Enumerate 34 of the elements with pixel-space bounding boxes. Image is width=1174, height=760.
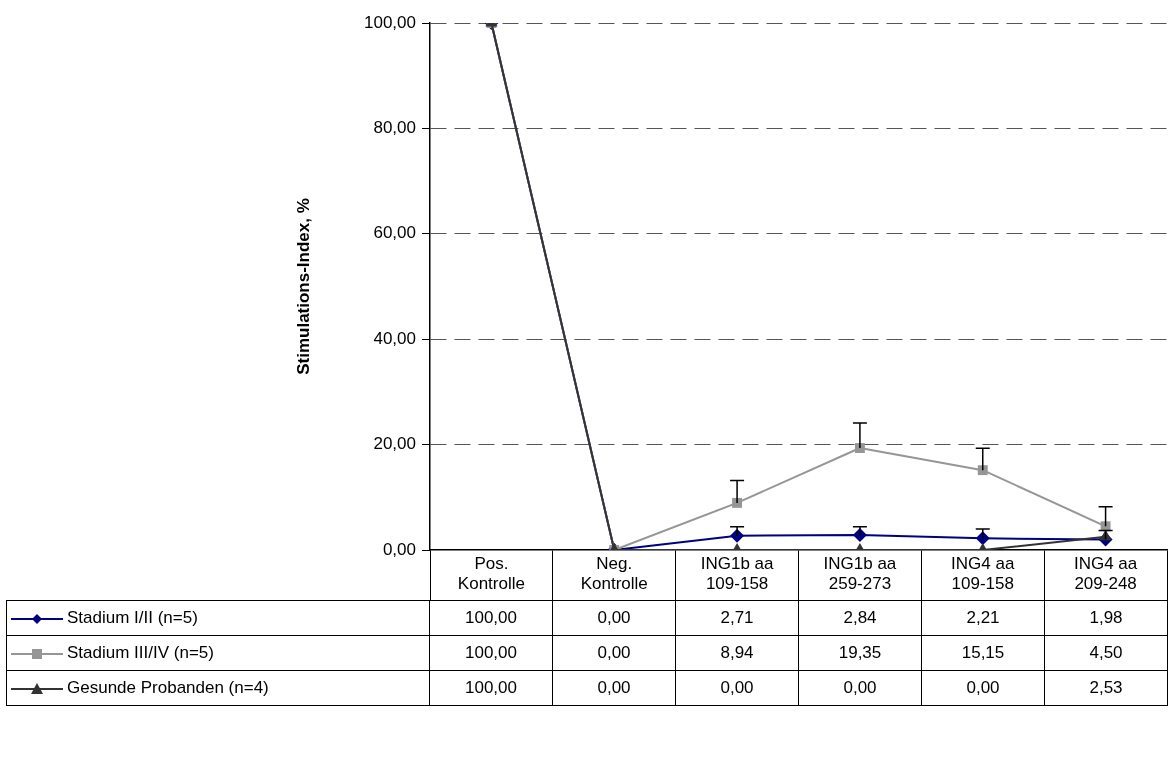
- data-label: 100,00: [429, 670, 553, 706]
- data-label: 0,00: [921, 670, 1045, 706]
- data-label: 15,15: [921, 635, 1045, 671]
- x-tick-label: Neg. Kontrolle: [580, 553, 648, 594]
- data-label: 2,84: [798, 600, 922, 636]
- data-label: 0,00: [552, 600, 676, 636]
- x-tick-label: Pos. Kontrolle: [457, 553, 525, 594]
- data-label: 100,00: [429, 635, 553, 671]
- data-label: 1,98: [1044, 600, 1168, 636]
- data-label: 8,94: [675, 635, 799, 671]
- data-label: 4,50: [1044, 635, 1168, 671]
- legend-label: Stadium I/II (n=5): [67, 608, 198, 627]
- y-tick-label: 40,00: [373, 328, 416, 348]
- y-tick-label: 80,00: [373, 118, 416, 138]
- y-axis-title: Stimulations-Index, %: [293, 198, 313, 375]
- y-tick-label: 100,00: [364, 12, 416, 32]
- x-tick-label: ING1b aa 259-273: [823, 553, 897, 594]
- data-label: 0,00: [798, 670, 922, 706]
- data-label: 2,21: [921, 600, 1045, 636]
- x-tick-label: ING1b aa 109-158: [700, 553, 775, 594]
- legend-label: Stadium III/IV (n=5): [67, 643, 214, 662]
- data-label: 2,53: [1044, 670, 1168, 706]
- y-tick-label: 0,00: [382, 539, 416, 559]
- data-label: 0,00: [552, 670, 676, 706]
- data-label: 0,00: [675, 670, 799, 706]
- y-tick-label: 60,00: [373, 223, 416, 243]
- data-label: 100,00: [429, 600, 553, 636]
- data-label: 0,00: [552, 635, 676, 671]
- data-label: 2,71: [675, 600, 799, 636]
- legend-label: Gesunde Probanden (n=4): [67, 678, 269, 697]
- x-tick-label: ING4 aa 209-248: [1073, 553, 1138, 594]
- data-label: 19,35: [798, 635, 922, 671]
- x-tick-label: ING4 aa 109-158: [951, 553, 1015, 594]
- y-tick-label: 20,00: [373, 434, 416, 454]
